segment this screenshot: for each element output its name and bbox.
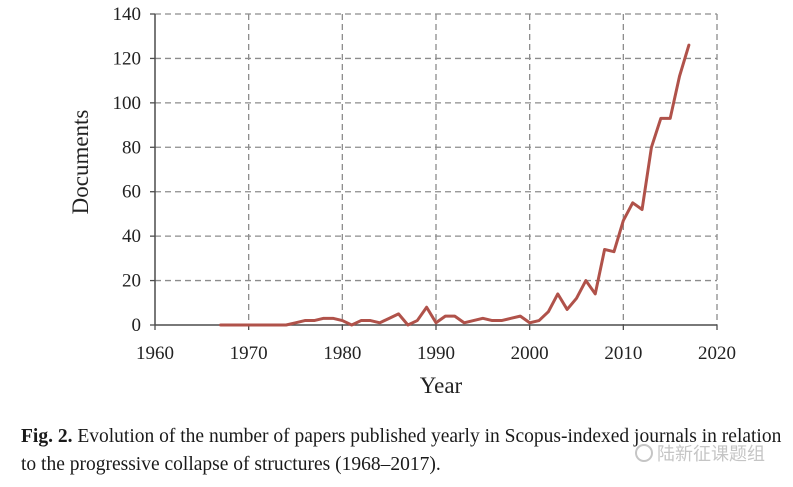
grid-lines bbox=[155, 13, 718, 325]
x-tick-label: 1990 bbox=[417, 343, 455, 364]
y-tick-label: 80 bbox=[122, 137, 141, 158]
figure-caption: Fig. 2. Evolution of the number of paper… bbox=[21, 423, 791, 479]
x-tick-label: 1970 bbox=[230, 343, 268, 364]
series-line-0 bbox=[219, 43, 691, 327]
x-tick-label: 2010 bbox=[604, 343, 642, 364]
x-tick-label: 1980 bbox=[323, 343, 361, 364]
x-axis-title: Year bbox=[420, 373, 463, 398]
y-axis-title: Documents bbox=[68, 110, 93, 215]
axes bbox=[150, 13, 718, 330]
y-tick-label: 40 bbox=[122, 226, 141, 247]
x-tick-label: 2000 bbox=[511, 343, 549, 364]
y-tick-label: 0 bbox=[132, 315, 142, 336]
y-tick-label: 60 bbox=[122, 182, 141, 203]
y-tick-label: 140 bbox=[113, 4, 142, 25]
x-tick-label: 2020 bbox=[698, 343, 736, 364]
y-tick-label: 120 bbox=[113, 48, 142, 69]
x-tick-labels: 1960 1970 1980 1990 2000 2010 2020 bbox=[136, 343, 736, 364]
caption-text: Evolution of the number of papers publis… bbox=[21, 426, 782, 475]
figure-label: Fig. 2. bbox=[21, 426, 73, 447]
y-tick-label: 100 bbox=[113, 93, 142, 114]
y-tick-label: 20 bbox=[122, 271, 141, 292]
y-tick-labels: 0 20 40 60 80 100 120 140 bbox=[113, 4, 142, 336]
line-chart: 0 20 40 60 80 100 120 140 1960 1970 1980 1990 2000 2… bbox=[68, 4, 736, 398]
series-layer bbox=[219, 43, 691, 327]
x-tick-label: 1960 bbox=[136, 343, 174, 364]
